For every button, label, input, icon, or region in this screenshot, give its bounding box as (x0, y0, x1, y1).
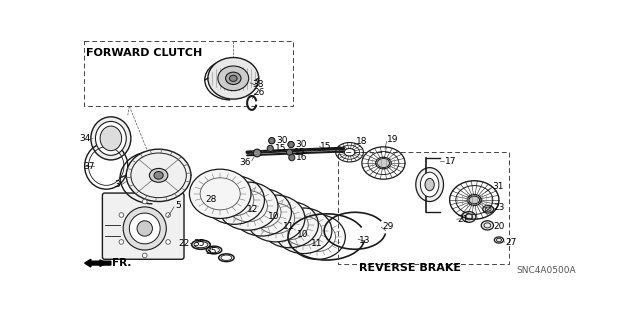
Text: 11: 11 (284, 222, 295, 231)
Text: 29: 29 (382, 222, 393, 231)
Circle shape (269, 137, 275, 144)
Ellipse shape (208, 57, 259, 99)
Text: 28: 28 (205, 196, 216, 204)
Text: 17: 17 (445, 157, 456, 166)
Text: 30: 30 (276, 136, 288, 145)
Text: 37: 37 (83, 162, 95, 171)
Circle shape (269, 137, 275, 144)
Ellipse shape (378, 159, 390, 168)
Ellipse shape (469, 196, 480, 204)
Circle shape (119, 213, 124, 217)
Text: 19: 19 (387, 136, 399, 145)
Text: SNC4A0500A: SNC4A0500A (516, 266, 576, 275)
Text: 35: 35 (193, 239, 205, 249)
Text: 18: 18 (356, 137, 367, 146)
Text: 23: 23 (493, 203, 505, 212)
Circle shape (166, 213, 170, 217)
Text: 13: 13 (359, 236, 371, 245)
Ellipse shape (95, 122, 126, 155)
Ellipse shape (137, 221, 152, 236)
Text: 10: 10 (297, 230, 308, 239)
Ellipse shape (126, 149, 191, 202)
Text: REVERSE BRAKE: REVERSE BRAKE (359, 263, 461, 273)
Ellipse shape (218, 66, 249, 91)
Text: 12: 12 (247, 205, 259, 214)
Circle shape (289, 154, 295, 161)
Text: 31: 31 (492, 182, 504, 191)
Circle shape (119, 240, 124, 244)
Text: 36: 36 (239, 158, 251, 167)
Circle shape (288, 141, 294, 148)
Bar (84, 41, 293, 106)
Text: 38: 38 (253, 80, 264, 89)
Circle shape (287, 149, 292, 155)
Circle shape (288, 141, 294, 148)
FancyBboxPatch shape (102, 193, 184, 259)
Ellipse shape (416, 168, 444, 202)
Ellipse shape (189, 169, 251, 219)
Ellipse shape (246, 195, 305, 242)
Text: FORWARD CLUTCH: FORWARD CLUTCH (86, 48, 202, 57)
Circle shape (143, 199, 147, 204)
Text: 10: 10 (268, 212, 280, 221)
Text: 22: 22 (178, 239, 189, 248)
Text: 3: 3 (115, 180, 120, 189)
Text: FR.: FR. (113, 258, 132, 268)
Ellipse shape (230, 75, 237, 81)
Text: 5: 5 (175, 201, 181, 210)
Circle shape (166, 240, 170, 244)
Ellipse shape (425, 178, 435, 191)
Ellipse shape (225, 72, 241, 85)
Circle shape (267, 145, 273, 152)
Ellipse shape (100, 126, 122, 151)
Ellipse shape (462, 211, 476, 222)
Ellipse shape (123, 207, 166, 250)
Ellipse shape (494, 237, 504, 243)
Ellipse shape (420, 172, 439, 197)
Ellipse shape (483, 205, 493, 213)
Ellipse shape (91, 117, 131, 160)
Ellipse shape (149, 168, 168, 182)
Ellipse shape (154, 172, 163, 179)
Text: 21: 21 (458, 215, 468, 224)
Text: 15: 15 (320, 142, 332, 151)
Text: 30: 30 (296, 140, 307, 149)
Text: 27: 27 (505, 238, 516, 247)
Circle shape (143, 253, 147, 258)
Text: 16: 16 (296, 153, 308, 162)
Text: 11: 11 (311, 239, 323, 248)
Ellipse shape (218, 182, 278, 230)
Ellipse shape (481, 221, 493, 230)
Ellipse shape (129, 213, 160, 244)
Bar (338, 152, 509, 264)
FancyArrow shape (84, 259, 111, 267)
Text: 20: 20 (493, 222, 505, 231)
Circle shape (253, 149, 261, 157)
Text: 34: 34 (79, 134, 91, 143)
Text: 26: 26 (253, 88, 265, 97)
Text: 35: 35 (205, 247, 217, 256)
Ellipse shape (275, 208, 332, 254)
Text: 15: 15 (294, 148, 306, 157)
Text: 15: 15 (275, 144, 286, 153)
